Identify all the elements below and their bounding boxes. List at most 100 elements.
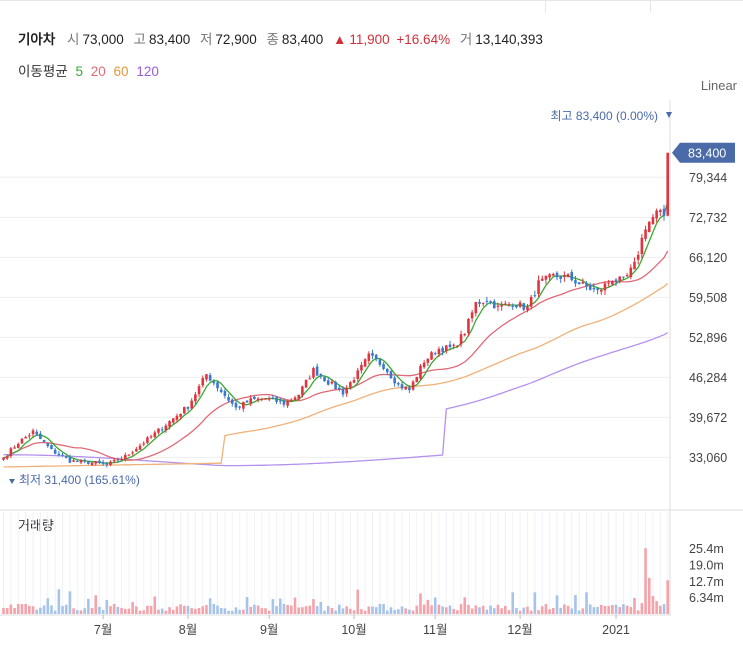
candle-body — [50, 444, 53, 450]
candle-body — [622, 276, 625, 278]
candle-body — [212, 381, 216, 384]
volume-bar — [622, 604, 625, 614]
candle-body — [249, 398, 253, 404]
volume-bar — [323, 610, 326, 614]
candle-body — [223, 391, 227, 396]
candle — [574, 276, 577, 287]
volume-bar — [201, 606, 205, 614]
candle-body — [87, 461, 90, 464]
candle-body — [452, 344, 455, 346]
candle — [445, 344, 448, 354]
stock-name: 기아차 — [18, 32, 56, 47]
candle — [76, 459, 79, 462]
candle — [227, 393, 230, 403]
volume-bar — [441, 606, 444, 614]
candle-body — [467, 318, 470, 334]
top-divider — [545, 1, 546, 13]
candle-body — [577, 282, 581, 285]
top-divider — [650, 1, 651, 13]
volume-bar — [149, 605, 153, 614]
candle — [138, 443, 142, 450]
volume-bar — [304, 606, 308, 614]
candle-body — [570, 272, 574, 281]
candle — [588, 282, 592, 291]
scale-mode-toggle[interactable]: Linear — [700, 78, 737, 93]
candle-body — [197, 386, 201, 395]
candle-body — [142, 443, 146, 445]
ma-120-line — [3, 332, 669, 467]
open-label: 시 — [67, 32, 80, 47]
candle — [507, 302, 511, 307]
candle-body — [186, 406, 190, 409]
candle — [79, 459, 83, 465]
candle — [35, 429, 39, 436]
volume-bar — [72, 608, 75, 614]
volume-bar — [190, 608, 193, 614]
volume-bar — [341, 608, 345, 614]
volume-bar — [175, 606, 179, 614]
volume-bar — [485, 609, 489, 614]
ma-legend-120[interactable]: 120 — [136, 64, 159, 79]
candle-body — [242, 401, 245, 409]
candle — [363, 358, 367, 368]
last-price-badge — [672, 142, 735, 163]
candle — [618, 275, 622, 284]
candle-body — [205, 374, 208, 380]
candle — [662, 204, 666, 221]
candle — [478, 299, 481, 308]
candle — [489, 300, 492, 305]
candle-body — [293, 397, 297, 400]
candle-body — [72, 460, 75, 462]
volume-bar — [448, 605, 452, 614]
candle — [98, 458, 101, 465]
candle — [319, 373, 323, 379]
candle-body — [345, 387, 348, 394]
candle — [467, 318, 470, 337]
volume-bar — [171, 609, 175, 614]
candle — [230, 398, 234, 407]
volume-bar — [415, 605, 419, 614]
volume-bar — [260, 608, 264, 614]
candle — [168, 420, 171, 430]
candle — [393, 375, 396, 387]
volume-bar — [548, 609, 551, 614]
candle-body — [459, 334, 463, 345]
candle-body — [389, 371, 393, 379]
volume-bar — [53, 610, 57, 614]
candle-body — [492, 301, 496, 309]
candle — [389, 370, 393, 380]
volume-bar — [393, 609, 396, 614]
volume-bar — [577, 610, 581, 614]
candle-body — [537, 280, 540, 295]
volume-bar — [13, 607, 16, 614]
candle-body — [301, 386, 304, 396]
high-label: 고 — [133, 32, 146, 47]
candle — [171, 417, 175, 424]
candle — [430, 351, 433, 361]
candle — [647, 221, 651, 233]
ma-legend-20[interactable]: 20 — [90, 64, 106, 79]
candle — [109, 460, 112, 467]
candle — [577, 282, 581, 285]
volume-bar — [611, 605, 614, 614]
ma-legend-5[interactable]: 5 — [75, 64, 83, 79]
volume-bar — [212, 603, 216, 614]
candle-body — [515, 305, 518, 308]
candle-body — [164, 425, 168, 431]
candle-body — [581, 282, 585, 284]
candle — [463, 333, 467, 337]
ma-legend-60[interactable]: 60 — [113, 64, 129, 79]
candle — [256, 397, 260, 403]
volume-tick-label: 12.7m — [689, 575, 724, 589]
candle-body — [481, 302, 485, 304]
volume-bar — [264, 608, 267, 614]
candle — [278, 397, 282, 405]
candle-body — [548, 274, 551, 278]
candle — [404, 386, 408, 390]
candle-body — [522, 303, 526, 310]
volume-bar — [216, 605, 219, 614]
candle-body — [607, 282, 610, 284]
volume-bar — [230, 610, 234, 614]
high-value: 83,400 — [148, 32, 191, 47]
